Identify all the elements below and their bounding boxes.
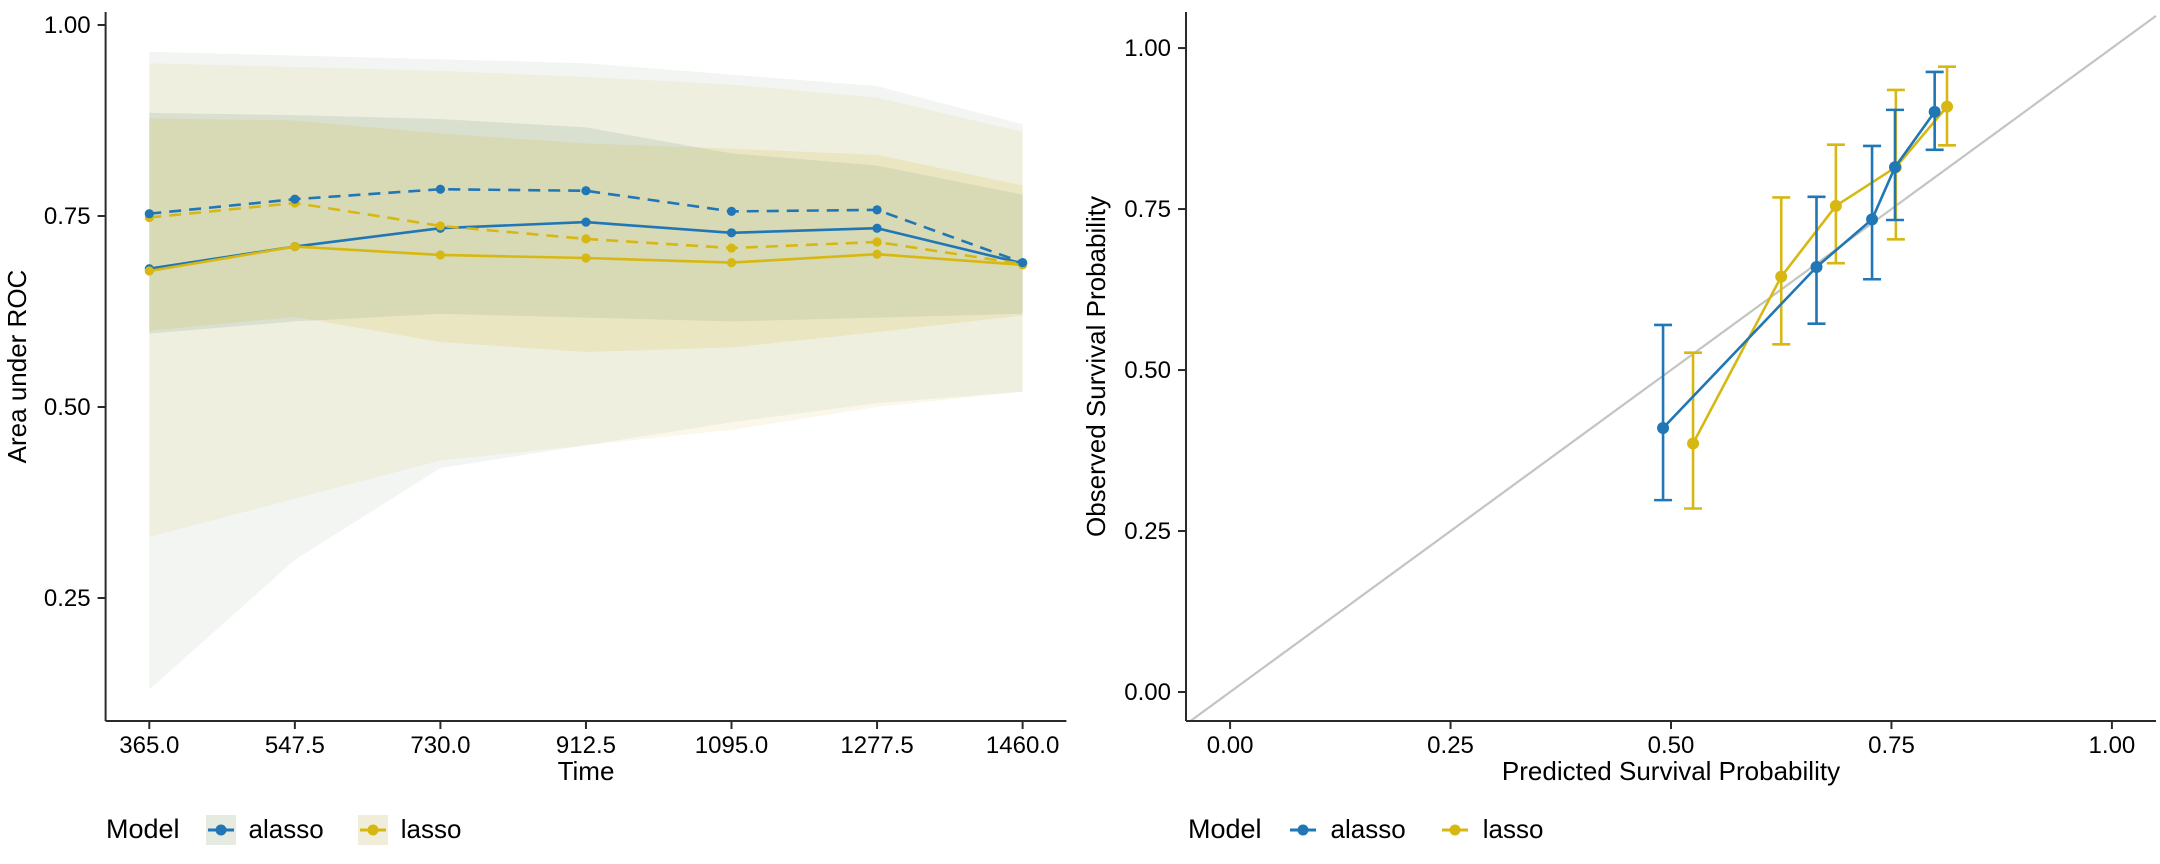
legend-key-glyph [359, 824, 386, 835]
data-point-alasso [1928, 105, 1941, 118]
y-tick-label: 0.75 [1124, 196, 1171, 223]
alasso-key-icon [205, 814, 236, 845]
legend-label-lasso: lasso [400, 814, 462, 844]
x-tick-label: 0.25 [1427, 732, 1474, 759]
data-point-lasso [1687, 437, 1700, 450]
data-point-lasso [435, 250, 446, 260]
x-tick-label: 547.5 [265, 732, 325, 759]
legend-key-glyph [207, 824, 234, 835]
y-tick-label: 0.75 [44, 203, 91, 230]
data-point-alasso [144, 209, 154, 219]
data-point-lasso [1775, 270, 1788, 283]
data-point-alasso [872, 205, 882, 215]
x-tick-label: 0.50 [1648, 732, 1695, 759]
data-point-lasso [1941, 100, 1954, 113]
x-tick-label: 1095.0 [695, 732, 768, 759]
legend-left: Model alasso lasso [106, 814, 495, 845]
data-point-lasso [872, 237, 882, 247]
data-point-alasso [1018, 257, 1028, 268]
x-tick-label: 912.5 [556, 732, 616, 759]
x-tick-label: 0.00 [1207, 732, 1254, 759]
legend-item-lasso: lasso [357, 814, 462, 845]
legend-label-lasso: lasso [1482, 814, 1544, 844]
legend-key-glyph [1441, 824, 1468, 835]
y-tick-label: 0.50 [44, 394, 91, 421]
data-point-alasso [1657, 421, 1670, 434]
x-axis-title: Predicted Survival Probability [1502, 756, 1840, 786]
data-point-alasso [1888, 161, 1901, 174]
legend-label-alasso: alasso [1330, 814, 1406, 844]
legend-right: Model alasso lasso [1188, 814, 1577, 845]
y-tick-label: 0.25 [1124, 518, 1171, 545]
calibration-chart: 0.00 0.25 0.50 0.75 1.00 0.00 0.25 0.50 0.75 1.00… [1081, 12, 2157, 786]
confidence-ribbon [149, 63, 1023, 537]
x-tick-label: 1460.0 [986, 732, 1059, 759]
identity-reference-line [1189, 14, 2157, 722]
data-point-lasso [435, 221, 446, 231]
legend-item-alasso: alasso [205, 814, 324, 845]
lasso-key-icon [1439, 814, 1470, 845]
data-point-alasso [581, 217, 591, 227]
data-point-lasso [726, 257, 737, 268]
x-tick-label: 365.0 [119, 732, 179, 759]
data-point-alasso [1810, 261, 1823, 274]
legend-title: Model [106, 814, 180, 844]
data-point-alasso [726, 228, 737, 238]
y-tick-label: 1.00 [44, 12, 91, 39]
legend-item-lasso: lasso [1439, 814, 1544, 845]
data-point-lasso [581, 234, 591, 244]
data-point-alasso [872, 223, 882, 233]
confidence-ribbon [149, 51, 1023, 690]
auc-over-time-chart: 365.0 547.5 730.0 912.5 1095.0 1277.5 1460.0 0.… [2, 12, 1067, 786]
alasso-key-icon [1287, 814, 1318, 845]
data-point-lasso [581, 253, 591, 263]
data-point-alasso [726, 206, 737, 217]
data-point-lasso [872, 249, 882, 259]
y-tick-label: 0.00 [1124, 679, 1171, 706]
data-point-alasso [435, 184, 446, 194]
x-tick-label: 0.75 [1868, 732, 1915, 759]
y-tick-label: 0.25 [44, 585, 91, 612]
data-point-alasso [581, 186, 591, 196]
legend-title: Model [1188, 814, 1262, 844]
data-point-lasso [144, 266, 154, 276]
x-axis-title: Time [558, 756, 615, 786]
y-tick-label: 0.50 [1124, 357, 1171, 384]
series-line-lasso [1691, 105, 1949, 445]
data-point-lasso [1829, 199, 1842, 212]
legend-label-alasso: alasso [248, 814, 324, 844]
data-point-lasso [290, 241, 300, 252]
y-axis-title: Observed Survival Probability [1081, 196, 1111, 537]
legend-item-alasso: alasso [1287, 814, 1406, 845]
data-point-alasso [290, 194, 300, 204]
lasso-key-icon [357, 814, 388, 845]
legend-key-glyph [1289, 824, 1316, 835]
x-tick-label: 1.00 [2089, 732, 2136, 759]
data-point-lasso [726, 243, 737, 253]
x-tick-label: 1277.5 [840, 732, 913, 759]
y-axis-title: Area under ROC [2, 270, 32, 464]
y-tick-label: 1.00 [1124, 35, 1171, 62]
x-tick-label: 730.0 [410, 732, 470, 759]
data-point-alasso [1866, 213, 1879, 226]
